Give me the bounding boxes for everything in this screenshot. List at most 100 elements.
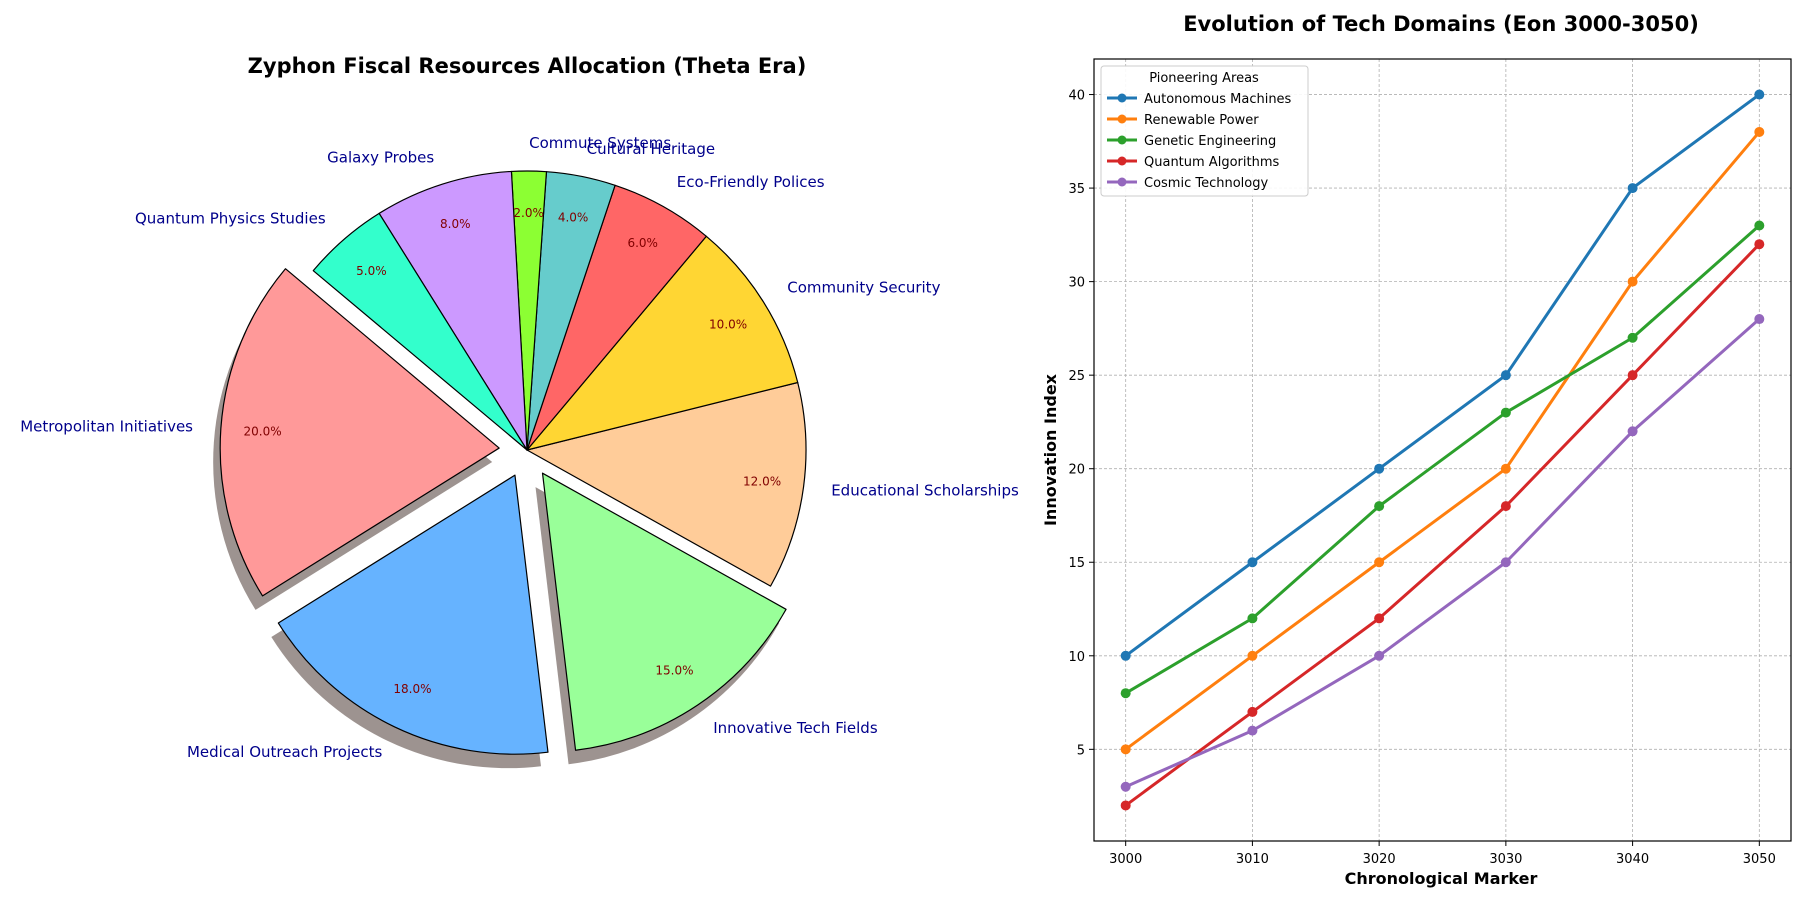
pie-labels: Metropolitan Initiatives 20.0% Medical Out… bbox=[20, 134, 1019, 761]
pie-title: Zyphon Fiscal Resources Allocation (Thet… bbox=[248, 54, 807, 78]
point-renewable-power bbox=[1627, 276, 1638, 287]
point-renewable-power bbox=[1374, 557, 1385, 568]
pie-wedges bbox=[219, 170, 807, 755]
wedge-percent-label: 18.0% bbox=[393, 682, 431, 696]
wedge-percent-label: 8.0% bbox=[440, 217, 471, 231]
wedge-percent-label: 12.0% bbox=[743, 474, 781, 488]
point-quantum-algorithms bbox=[1627, 370, 1638, 381]
y-axis-label: Innovation Index bbox=[1041, 373, 1060, 526]
point-autonomous-machines bbox=[1374, 463, 1385, 474]
wedge-label: Community Security bbox=[787, 278, 940, 296]
series-line-genetic-engineering bbox=[1124, 224, 1761, 695]
wedge-label: Commute Systems bbox=[529, 134, 671, 152]
point-autonomous-machines bbox=[1247, 557, 1258, 568]
legend-box bbox=[1100, 65, 1309, 197]
series-line-quantum-algorithms bbox=[1124, 242, 1761, 807]
y-tick-label: 35 bbox=[1068, 182, 1085, 197]
point-genetic-engineering bbox=[1500, 407, 1511, 418]
wedge-medical-outreach-projects bbox=[277, 474, 549, 755]
legend-label: Autonomous Machines bbox=[1144, 92, 1292, 107]
x-tick-label: 3050 bbox=[1743, 852, 1776, 867]
y-tick-label: 30 bbox=[1068, 276, 1085, 291]
point-quantum-algorithms bbox=[1754, 239, 1765, 250]
wedge-percent-label: 6.0% bbox=[627, 236, 658, 250]
point-cosmic-technology bbox=[1500, 557, 1511, 568]
legend-swatch-marker bbox=[1117, 156, 1127, 166]
wedge-community-security bbox=[526, 235, 799, 451]
point-genetic-engineering bbox=[1754, 220, 1765, 231]
point-renewable-power bbox=[1247, 650, 1258, 661]
wedge-metropolitan-initiatives bbox=[219, 268, 500, 597]
legend-swatch-marker bbox=[1117, 177, 1127, 187]
point-genetic-engineering bbox=[1627, 332, 1638, 343]
y-tick-label: 10 bbox=[1068, 650, 1085, 665]
legend-title: Pioneering Areas bbox=[1149, 71, 1259, 86]
legend-label: Renewable Power bbox=[1144, 113, 1259, 128]
series-line-renewable-power bbox=[1124, 130, 1761, 751]
point-autonomous-machines bbox=[1500, 370, 1511, 381]
point-quantum-algorithms bbox=[1374, 613, 1385, 624]
wedge-percent-label: 5.0% bbox=[356, 264, 387, 278]
plot-frame bbox=[1093, 58, 1792, 842]
point-genetic-engineering bbox=[1374, 501, 1385, 512]
y-tick-label: 40 bbox=[1068, 89, 1085, 104]
y-tick-label: 5 bbox=[1077, 743, 1085, 758]
y-tick-label: 25 bbox=[1068, 369, 1085, 384]
point-cosmic-technology bbox=[1247, 725, 1258, 736]
wedge-quantum-physics-studies bbox=[312, 212, 528, 451]
legend-label: Quantum Algorithms bbox=[1144, 155, 1279, 170]
legend-label: Genetic Engineering bbox=[1144, 134, 1276, 149]
x-tick-label: 3030 bbox=[1489, 852, 1522, 867]
line-chart: Evolution of Tech Domains (Eon 3000-3050… bbox=[1041, 12, 1792, 888]
wedge-percent-label: 10.0% bbox=[709, 317, 747, 331]
point-cosmic-technology bbox=[1754, 314, 1765, 325]
point-genetic-engineering bbox=[1120, 688, 1131, 699]
wedge-label: Quantum Physics Studies bbox=[135, 209, 326, 227]
point-cosmic-technology bbox=[1120, 781, 1131, 792]
legend-swatch-marker bbox=[1117, 114, 1127, 124]
legend-swatch-marker bbox=[1117, 135, 1127, 145]
line-title: Evolution of Tech Domains (Eon 3000-3050… bbox=[1183, 12, 1699, 36]
y-axis: 5 10 15 20 25 30 35 40 bbox=[1068, 89, 1094, 758]
legend-label: Cosmic Technology bbox=[1144, 176, 1268, 191]
wedge-label: Galaxy Probes bbox=[327, 148, 434, 166]
wedge-label: Metropolitan Initiatives bbox=[20, 418, 193, 436]
point-renewable-power bbox=[1120, 744, 1131, 755]
y-tick-label: 20 bbox=[1068, 463, 1085, 478]
series-line-autonomous-machines bbox=[1124, 93, 1761, 658]
line-series bbox=[1120, 89, 1765, 811]
wedge-percent-label: 15.0% bbox=[655, 663, 693, 677]
legend: Pioneering Areas Autonomous Machines Rene… bbox=[1100, 65, 1309, 197]
point-genetic-engineering bbox=[1247, 613, 1258, 624]
point-autonomous-machines bbox=[1754, 89, 1765, 100]
wedge-innovative-tech-fields bbox=[541, 472, 787, 751]
x-axis-label: Chronological Marker bbox=[1345, 869, 1538, 888]
wedge-label: Innovative Tech Fields bbox=[713, 719, 878, 737]
point-autonomous-machines bbox=[1120, 650, 1131, 661]
y-tick-label: 15 bbox=[1068, 556, 1085, 571]
x-tick-label: 3020 bbox=[1363, 852, 1396, 867]
wedge-educational-scholarships bbox=[526, 381, 807, 587]
pie-chart: Zyphon Fiscal Resources Allocation (Thet… bbox=[20, 54, 1019, 769]
x-tick-label: 3010 bbox=[1236, 852, 1269, 867]
legend-swatch-marker bbox=[1117, 93, 1127, 103]
point-quantum-algorithms bbox=[1500, 501, 1511, 512]
point-autonomous-machines bbox=[1627, 183, 1638, 194]
point-quantum-algorithms bbox=[1120, 800, 1131, 811]
x-tick-label: 3000 bbox=[1109, 852, 1142, 867]
wedge-label: Educational Scholarships bbox=[831, 482, 1019, 500]
x-tick-label: 3040 bbox=[1616, 852, 1649, 867]
point-cosmic-technology bbox=[1374, 650, 1385, 661]
wedge-percent-label: 4.0% bbox=[558, 210, 589, 224]
series-line-cosmic-technology bbox=[1124, 317, 1761, 789]
x-axis: 3000 3010 3020 3030 3040 3050 bbox=[1109, 841, 1776, 867]
wedge-galaxy-probes bbox=[378, 170, 528, 451]
wedge-label: Medical Outreach Projects bbox=[187, 743, 383, 761]
point-quantum-algorithms bbox=[1247, 706, 1258, 717]
legend-items: Autonomous Machines Renewable Power Geneti… bbox=[1107, 92, 1292, 191]
wedge-percent-label: 20.0% bbox=[244, 425, 282, 439]
wedge-percent-label: 2.0% bbox=[513, 206, 544, 220]
wedge-label: Eco-Friendly Polices bbox=[677, 173, 825, 191]
wedge-label: Cultural Heritage bbox=[587, 140, 716, 158]
